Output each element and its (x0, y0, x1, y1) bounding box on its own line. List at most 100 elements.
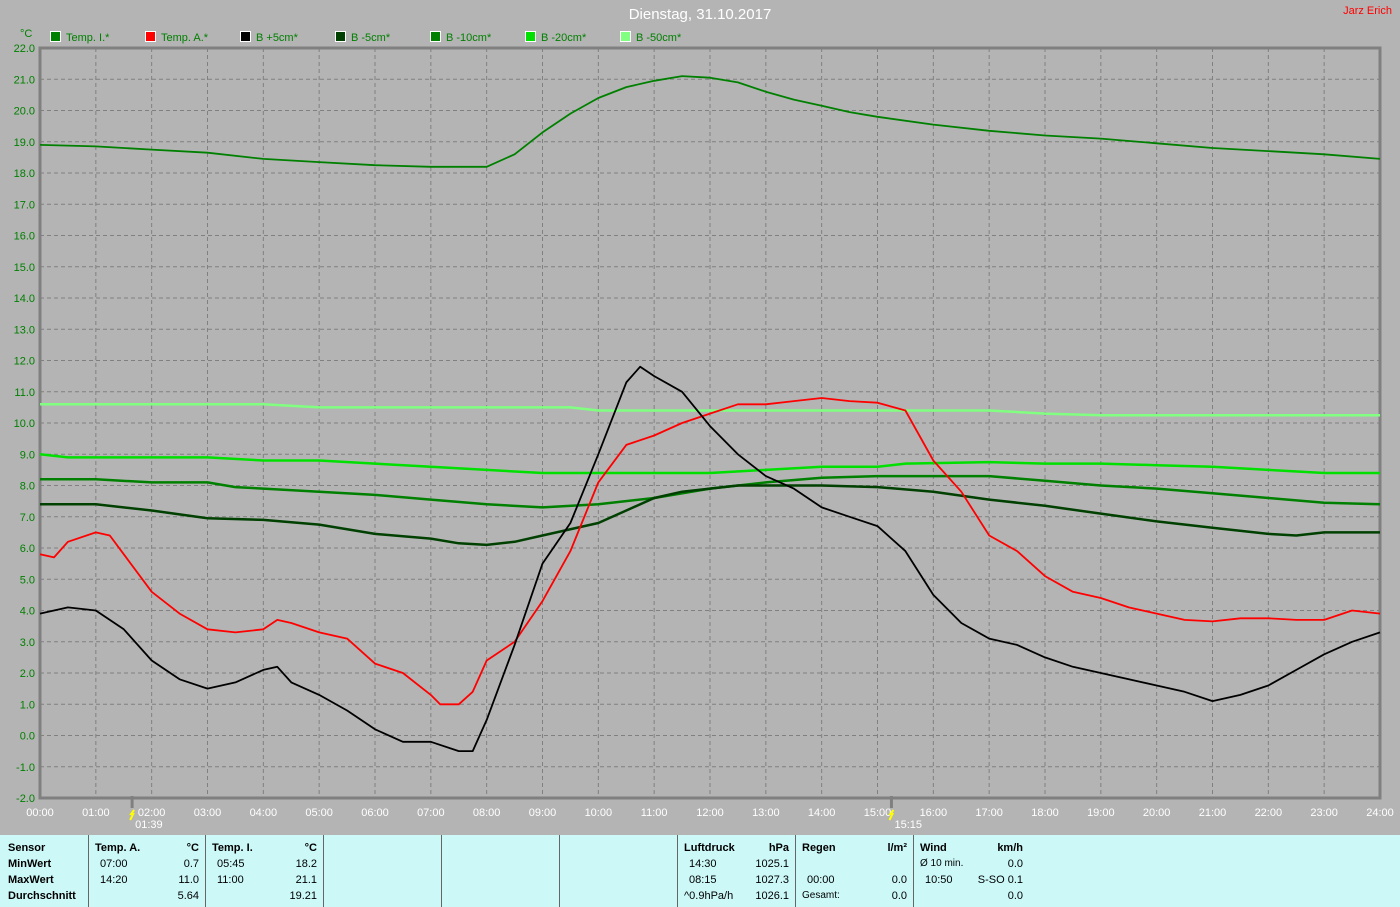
sensor-column: Sensor MinWert MaxWert Durchschnitt (0, 835, 89, 907)
temp-a-header: Temp. A. (95, 842, 141, 854)
wind-avg-label: Ø 10 min. (920, 858, 964, 869)
x-tick-label: 16:00 (920, 807, 948, 819)
temp-a-unit: °C (186, 842, 199, 854)
temp-i-min-time: 05:45 (217, 858, 245, 870)
legend-item: B -10cm* (430, 31, 491, 44)
summary-table: Sensor MinWert MaxWert Durchschnitt Temp… (0, 835, 1400, 907)
series-line-b-50cm- (40, 403, 1380, 417)
y-tick-label: 17.0 (14, 199, 35, 211)
legend-swatch (50, 31, 61, 42)
series-line-temp-i- (39, 75, 1381, 168)
x-tick-label: 11:00 (641, 807, 668, 819)
y-tick-label: 21.0 (14, 74, 35, 86)
wind-max: S-SO 0.1 (977, 874, 1023, 886)
empty-column (441, 835, 560, 907)
luftdruck-min: 1025.1 (755, 858, 789, 870)
legend-label: B -20cm* (541, 32, 587, 44)
temp-a-column: Temp. A. °C 07:00 0.7 14:20 11.0 5.64 (88, 835, 206, 907)
x-tick-label: 07:00 (417, 807, 445, 819)
temp-i-max: 21.1 (295, 874, 317, 886)
legend-label: Temp. A.* (161, 32, 209, 44)
legend-item: Temp. A.* (145, 31, 208, 44)
x-tick-label: 08:00 (473, 807, 501, 819)
series-line-b-20cm- (39, 453, 1380, 475)
luftdruck-column: Luftdruck hPa 14:30 1025.1 08:15 1027.3 … (677, 835, 796, 907)
y-tick-label: 7.0 (20, 512, 35, 524)
x-tick-label: 18:00 (1031, 807, 1059, 819)
y-tick-label: 1.0 (20, 699, 35, 711)
temp-i-avg: 19.21 (289, 890, 317, 902)
empty-column (559, 835, 678, 907)
luftdruck-min-time: 14:30 (689, 858, 717, 870)
y-axis-unit: °C (20, 28, 32, 40)
x-tick-label: 24:00 (1366, 807, 1394, 819)
y-tick-label: 0.0 (20, 731, 35, 743)
sunset-icon (888, 809, 895, 821)
legend-item: B -5cm* (335, 31, 390, 44)
y-tick-label: 22.0 (14, 43, 35, 55)
y-tick-label: 6.0 (20, 543, 35, 555)
sunrise-icon (129, 809, 135, 821)
row-label-max: MaxWert (8, 874, 54, 886)
sensor-header: Sensor (8, 842, 46, 854)
y-tick-label: 14.0 (14, 293, 35, 305)
legend-item: Temp. I.* (50, 31, 109, 44)
empty-column (323, 835, 442, 907)
y-tick-label: 16.0 (14, 231, 35, 243)
luftdruck-avg: 1026.1 (755, 890, 789, 902)
author-label: Jarz Erich (1343, 5, 1392, 17)
series-line-b-5cm- (40, 484, 1380, 547)
luftdruck-unit: hPa (768, 842, 789, 854)
x-tick-label: 05:00 (305, 807, 333, 819)
luftdruck-trend: ^0.9hPa/h (684, 890, 734, 902)
legend-item: B -20cm* (525, 31, 586, 44)
temp-a-max: 11.0 (178, 874, 199, 886)
chart-title: Dienstag, 31.10.2017 (628, 6, 772, 23)
temp-a-max-time: 14:20 (100, 874, 128, 886)
legend-swatch (525, 31, 536, 42)
luftdruck-max: 1027.3 (755, 874, 789, 886)
y-tick-label: 13.0 (14, 324, 35, 336)
temp-a-min-time: 07:00 (100, 858, 128, 870)
row-label-avg: Durchschnitt (8, 890, 76, 902)
y-tick-label: 5.0 (20, 574, 35, 586)
wind-avg: 0.0 (1007, 858, 1023, 870)
y-tick-label: 19.0 (14, 137, 35, 149)
legend-swatch (240, 31, 251, 42)
y-tick-label: -2.0 (16, 793, 35, 805)
x-tick-label: 09:00 (529, 807, 557, 819)
x-tick-label: 22:00 (1255, 807, 1283, 819)
x-tick-label: 17:00 (975, 807, 1003, 819)
temp-a-avg: 5.64 (177, 890, 199, 902)
wind-header: Wind (920, 842, 947, 854)
wind-unit: km/h (997, 842, 1023, 854)
series-line-temp-a- (39, 397, 1381, 706)
legend-label: B -10cm* (446, 32, 492, 44)
x-tick-label: 10:00 (585, 807, 613, 819)
legend-swatch (430, 31, 441, 42)
x-tick-label: 00:00 (26, 807, 54, 819)
y-tick-label: 15.0 (14, 262, 35, 274)
legend-label: Temp. I.* (66, 32, 110, 44)
regen-value: 0.0 (891, 874, 907, 886)
y-tick-label: 4.0 (20, 606, 35, 618)
legend-label: B +5cm* (256, 32, 298, 44)
legend-label: B -5cm* (351, 32, 391, 44)
wind-column: Wind km/h Ø 10 min. 0.0 10:50 S-SO 0.1 0… (913, 835, 1031, 907)
temp-i-column: Temp. I. °C 05:45 18.2 11:00 21.1 19.21 (205, 835, 324, 907)
wind-last: 0.0 (1007, 890, 1023, 902)
temp-i-max-time: 11:00 (217, 874, 244, 886)
marker-label: 15:15 (894, 819, 922, 831)
x-tick-label: 14:00 (808, 807, 836, 819)
regen-time: 00:00 (807, 874, 835, 886)
temp-i-min: 18.2 (295, 858, 317, 870)
x-tick-label: 23:00 (1310, 807, 1338, 819)
y-tick-label: 12.0 (14, 356, 35, 368)
x-tick-label: 01:00 (82, 807, 110, 819)
regen-column: Regen l/m² 00:00 0.0 Gesamt: 0.0 (795, 835, 914, 907)
legend-label: B -50cm* (636, 32, 682, 44)
marker-label: 01:39 (135, 819, 163, 831)
y-tick-label: -1.0 (16, 762, 35, 774)
temp-i-header: Temp. I. (212, 842, 253, 854)
y-tick-label: 18.0 (14, 168, 35, 180)
